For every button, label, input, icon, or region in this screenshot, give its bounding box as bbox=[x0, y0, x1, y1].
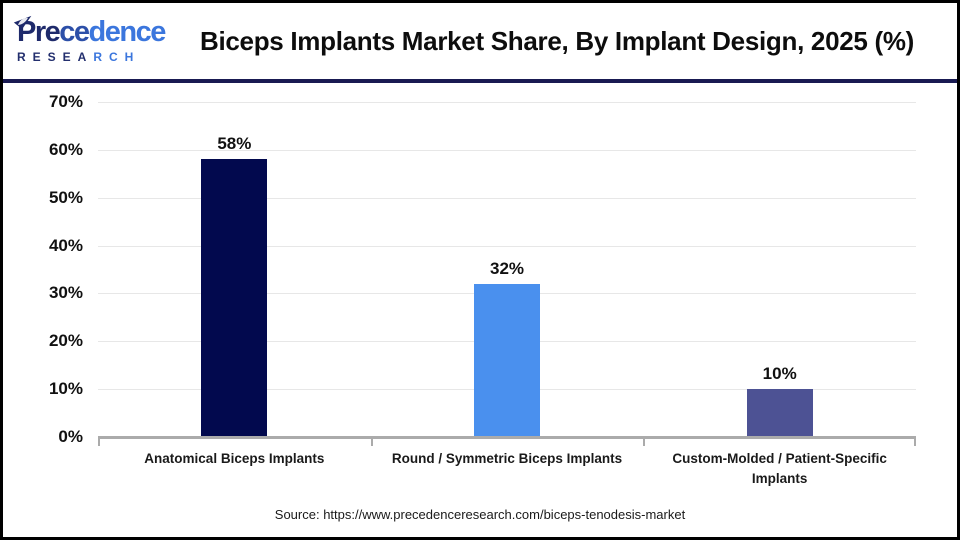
gridline bbox=[98, 245, 916, 247]
logo-text-part3: dence bbox=[88, 16, 167, 48]
category-labels: Anatomical Biceps Implants Round / Symme… bbox=[98, 449, 916, 490]
source-text: Source: https://www.precedenceresearch.c… bbox=[274, 507, 686, 522]
plot-area: 58% 32% 10% bbox=[98, 102, 916, 446]
gridline bbox=[98, 149, 916, 151]
x-axis-tick bbox=[370, 438, 373, 446]
y-tick-label: 70% bbox=[48, 92, 83, 111]
bar-group-anatomical: 58% bbox=[98, 102, 371, 437]
gridline bbox=[98, 102, 916, 103]
y-axis: 70% 60% 50% 40% 30% 20% 10% 0% bbox=[3, 92, 89, 446]
chart-title: Biceps Implants Market Share, By Implant… bbox=[199, 25, 915, 56]
x-axis-line bbox=[98, 436, 916, 439]
bar-columns: 58% 32% 10% bbox=[98, 102, 916, 437]
y-tick-label: 40% bbox=[48, 235, 83, 255]
bar-chart: 70% 60% 50% 40% 30% 20% 10% 0% 58% 32% 10% bbox=[3, 83, 957, 537]
category-label-custom-molded: Custom-Molded / Patient-Specific Implant… bbox=[672, 451, 887, 487]
bar-group-custom-molded: 10% bbox=[643, 102, 916, 437]
header: Precedence RESEARCH Biceps Implants Mark… bbox=[3, 3, 957, 79]
category-label-anatomical: Anatomical Biceps Implants bbox=[144, 451, 325, 466]
header-divider bbox=[3, 79, 957, 83]
logo-wordmark: Precedence bbox=[13, 15, 185, 48]
bar-anatomical-biceps-implants bbox=[201, 159, 268, 437]
logo-subtitle: RESEARCH bbox=[17, 50, 185, 64]
precedence-research-logo: Precedence RESEARCH bbox=[13, 15, 185, 64]
value-label: 32% bbox=[489, 258, 525, 278]
bar-group-round-symmetric: 32% bbox=[371, 102, 644, 437]
logo-subtitle-part2: RCH bbox=[93, 50, 141, 64]
gridline bbox=[98, 197, 916, 199]
y-tick-label: 50% bbox=[48, 187, 83, 207]
value-label: 58% bbox=[217, 134, 252, 154]
x-axis-tick bbox=[643, 438, 646, 446]
y-tick-label: 60% bbox=[48, 139, 83, 159]
category-label-round-symmetric: Round / Symmetric Biceps Implants bbox=[391, 451, 623, 466]
bar-custom-molded-patient-specific-implants bbox=[746, 389, 813, 437]
leaf-icon bbox=[13, 12, 33, 32]
y-tick-label: 10% bbox=[48, 379, 83, 399]
y-tick-label: 30% bbox=[48, 283, 83, 303]
logo-text-part2: ce bbox=[59, 16, 90, 48]
x-axis-tick bbox=[98, 438, 100, 446]
x-axis-tick bbox=[914, 438, 916, 446]
logo-subtitle-part1: RESEA bbox=[17, 50, 94, 64]
value-label: 10% bbox=[762, 364, 797, 384]
y-tick-label: 20% bbox=[48, 331, 83, 351]
bar-round-symmetric-biceps-implants bbox=[474, 283, 540, 437]
y-tick-label: 0% bbox=[58, 427, 83, 446]
